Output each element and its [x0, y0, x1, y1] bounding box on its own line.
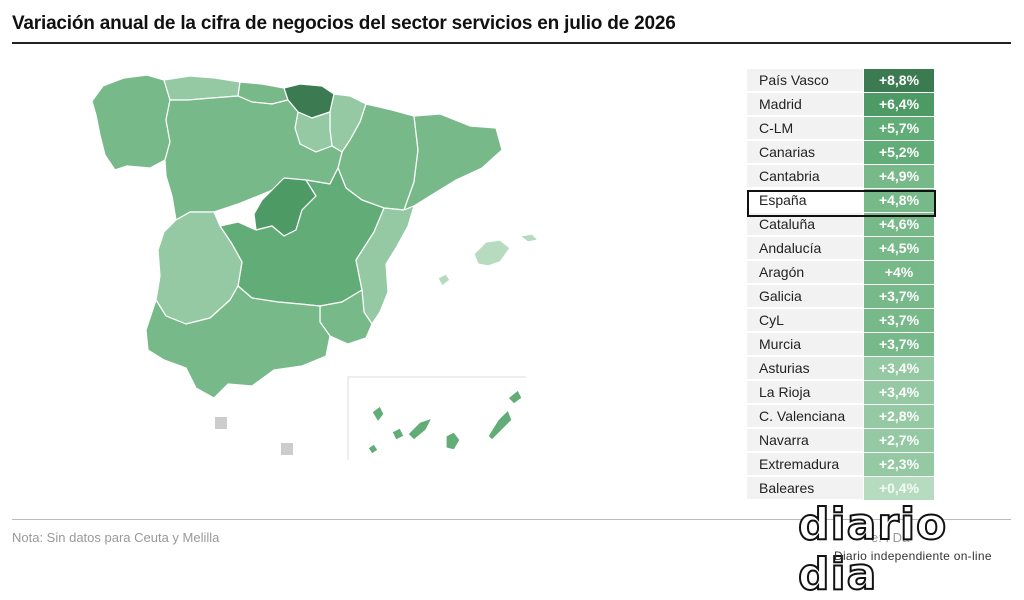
region-galicia[interactable]: [91, 74, 171, 171]
row-value-cell: +5,2%: [864, 141, 934, 165]
row-region-label: Asturias: [747, 357, 863, 380]
chart-title: Variación anual de la cifra de negocios …: [12, 13, 676, 34]
row-value-cell: +3,4%: [864, 357, 934, 381]
table-row: Baleares +0,4%: [747, 477, 934, 501]
row-region-label: Extremadura: [747, 453, 863, 476]
row-region-label: País Vasco: [747, 69, 863, 92]
row-value-cell: +5,7%: [864, 117, 934, 141]
row-value-cell: +4%: [864, 261, 934, 285]
row-value-cell: +3,7%: [864, 333, 934, 357]
row-region-label: Galicia: [747, 285, 863, 308]
table-row: Asturias +3,4%: [747, 357, 934, 381]
row-value-cell: +4,8%: [864, 189, 934, 213]
table-row: C. Valenciana +2,8%: [747, 405, 934, 429]
region-c-valenciana[interactable]: [355, 205, 415, 325]
row-value-cell: +4,9%: [864, 165, 934, 189]
table-row: Murcia +3,7%: [747, 333, 934, 357]
table-row: Aragón +4%: [747, 261, 934, 285]
title-divider: [12, 42, 1011, 44]
row-region-label: Aragón: [747, 261, 863, 284]
row-value-cell: +3,7%: [864, 309, 934, 333]
row-region-label: CyL: [747, 309, 863, 332]
row-region-label: Murcia: [747, 333, 863, 356]
row-value-cell: +8,8%: [864, 69, 934, 93]
row-region-label: Baleares: [747, 477, 863, 500]
row-value-cell: +2,8%: [864, 405, 934, 429]
melilla-marker: [281, 443, 293, 455]
row-value-cell: +0,4%: [864, 477, 934, 501]
table-row: España +4,8%: [747, 189, 934, 213]
region-andalucia[interactable]: [145, 285, 331, 399]
canarias-inset-frame: [347, 376, 526, 460]
ranking-table: País Vasco +8,8% Madrid +6,4% C-LM +5,7% Canar…: [747, 69, 934, 501]
row-value-cell: +3,7%: [864, 285, 934, 309]
region-canarias[interactable]: [367, 389, 523, 455]
table-row: Canarias +5,2%: [747, 141, 934, 165]
source-text: e: I Da: [871, 530, 910, 545]
row-region-label: La Rioja: [747, 381, 863, 404]
table-row: CyL +3,7%: [747, 309, 934, 333]
row-value-cell: +3,4%: [864, 381, 934, 405]
table-row: Navarra +2,7%: [747, 429, 934, 453]
row-region-label: Navarra: [747, 429, 863, 452]
table-row: Extremadura +2,3%: [747, 453, 934, 477]
row-value-cell: +4,5%: [864, 237, 934, 261]
table-row: La Rioja +3,4%: [747, 381, 934, 405]
row-value-cell: +2,3%: [864, 453, 934, 477]
table-row: Madrid +6,4%: [747, 93, 934, 117]
row-region-label: Cantabria: [747, 165, 863, 188]
row-region-label: Madrid: [747, 93, 863, 116]
row-region-label: Andalucía: [747, 237, 863, 260]
row-region-label: C. Valenciana: [747, 405, 863, 428]
row-region-label: Canarias: [747, 141, 863, 164]
row-value-cell: +6,4%: [864, 93, 934, 117]
table-row: Cataluña +4,6%: [747, 213, 934, 237]
table-row: Andalucía +4,5%: [747, 237, 934, 261]
espana-highlight-frame: [747, 190, 936, 217]
ceuta-marker: [215, 417, 227, 429]
row-value-cell: +2,7%: [864, 429, 934, 453]
row-region-label: C-LM: [747, 117, 863, 140]
region-cataluna[interactable]: [403, 113, 503, 211]
table-row: Galicia +3,7%: [747, 285, 934, 309]
region-baleares[interactable]: [437, 233, 539, 287]
row-region-label: España: [747, 189, 863, 212]
table-row: País Vasco +8,8%: [747, 69, 934, 93]
row-value-cell: +4,6%: [864, 213, 934, 237]
logo-tagline: Diario independiente on-line: [834, 549, 992, 563]
row-region-label: Cataluña: [747, 213, 863, 236]
table-row: C-LM +5,7%: [747, 117, 934, 141]
diario-dia-logo[interactable]: diario dia Diario independiente on-line: [797, 499, 1024, 600]
footer-divider: [12, 519, 1011, 520]
footnote: Nota: Sin datos para Ceuta y Melilla: [12, 530, 220, 545]
table-row: Cantabria +4,9%: [747, 165, 934, 189]
spain-map: [91, 74, 539, 460]
